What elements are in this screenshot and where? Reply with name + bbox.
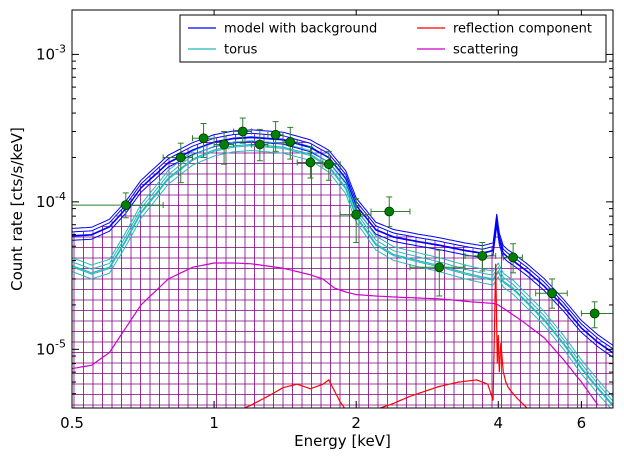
band-envelope-line bbox=[72, 132, 613, 350]
data-marker bbox=[219, 139, 229, 150]
data-point bbox=[464, 242, 497, 272]
ticks-layer: 0.5 1 2 4 6 10-3 10-4 10-5 bbox=[36, 9, 613, 432]
data-marker bbox=[198, 133, 209, 144]
legend-label: reflection component bbox=[453, 22, 592, 37]
x-tick-label: 4 bbox=[494, 414, 504, 432]
x-tick-label: 1 bbox=[209, 414, 219, 432]
data-point bbox=[580, 301, 613, 329]
data-marker bbox=[434, 262, 445, 273]
data-marker bbox=[270, 129, 281, 140]
data-point bbox=[282, 126, 298, 160]
legend-item: model with background bbox=[188, 22, 377, 37]
data-point bbox=[502, 243, 523, 274]
x-tick-label: 6 bbox=[577, 414, 587, 432]
data-marker bbox=[589, 308, 600, 319]
data-point bbox=[250, 128, 269, 162]
series-line bbox=[72, 262, 599, 406]
data-marker bbox=[384, 206, 395, 217]
data-marker bbox=[120, 200, 131, 211]
x-tick-label: 2 bbox=[351, 414, 361, 432]
data-marker bbox=[351, 209, 362, 220]
y-tick-label: 10-4 bbox=[36, 190, 66, 211]
legend-item: reflection component bbox=[417, 22, 592, 37]
y-axis-label: Count rate [cts/s/keV] bbox=[8, 127, 26, 291]
data-point bbox=[213, 130, 235, 165]
x-axis-label: Energy [keV] bbox=[294, 432, 391, 450]
data-point bbox=[339, 198, 372, 244]
legend-label: model with background bbox=[224, 22, 377, 37]
data-point bbox=[72, 192, 164, 219]
data-point bbox=[409, 249, 466, 297]
series-line bbox=[243, 263, 528, 408]
legend-label: scattering bbox=[453, 43, 519, 58]
data-marker bbox=[237, 126, 248, 137]
data-point bbox=[162, 142, 193, 184]
band-envelope-line bbox=[72, 149, 612, 408]
data-marker bbox=[477, 251, 488, 261]
band-envelope-line bbox=[72, 136, 613, 398]
legend-label: torus bbox=[224, 43, 258, 58]
legend-item: scattering bbox=[417, 43, 519, 58]
plot-area bbox=[72, 10, 613, 408]
data-marker bbox=[547, 288, 557, 299]
data-marker bbox=[254, 139, 265, 150]
y-tick-label: 10-3 bbox=[36, 42, 66, 63]
data-marker bbox=[285, 137, 296, 147]
x-tick-label: 0.5 bbox=[60, 414, 84, 432]
data-marker bbox=[175, 152, 186, 163]
data-marker bbox=[305, 157, 316, 168]
legend-item: torus bbox=[188, 43, 258, 58]
data-point bbox=[233, 117, 252, 144]
data-point bbox=[370, 196, 411, 228]
data-marker bbox=[508, 252, 519, 263]
band-envelope-line bbox=[72, 140, 613, 402]
band-envelope-line bbox=[72, 141, 613, 358]
data-point bbox=[322, 150, 341, 181]
legend-box bbox=[179, 14, 607, 63]
data-point bbox=[191, 122, 215, 158]
band-envelope-line bbox=[72, 145, 613, 407]
data-point bbox=[535, 278, 568, 309]
legend: model with background reflection componen… bbox=[179, 14, 607, 63]
y-tick-label: 10-5 bbox=[36, 337, 66, 358]
data-marker bbox=[323, 159, 334, 170]
data-point bbox=[267, 121, 284, 152]
series-line bbox=[72, 143, 613, 406]
data-points-layer bbox=[72, 117, 613, 329]
